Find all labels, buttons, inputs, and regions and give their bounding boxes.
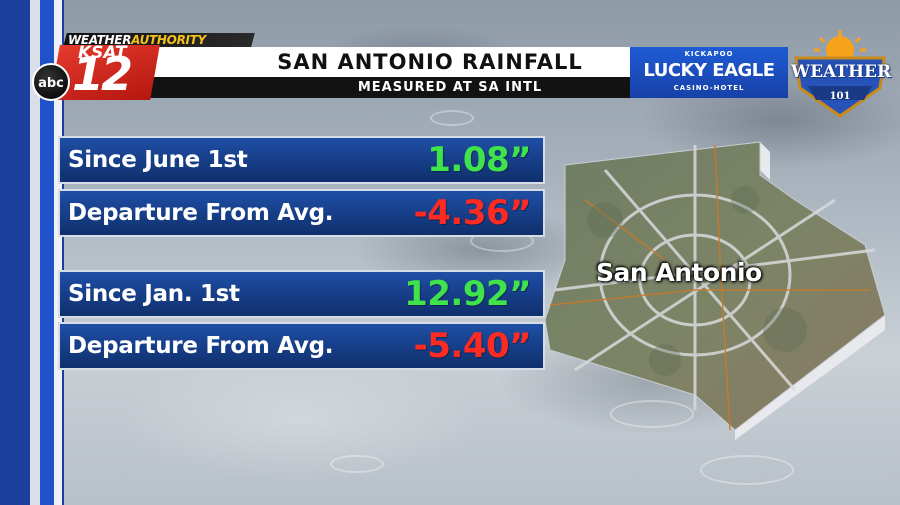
brand-stripe [0, 0, 30, 505]
san-antonio-map [545, 141, 886, 440]
brand-stripe [54, 0, 62, 505]
page-title: SAN ANTONIO RAINFALL [277, 50, 583, 74]
sponsor-logo: KICKAPOO LUCKY EAGLE CASINO-HOTEL [630, 47, 788, 98]
rainfall-row-value: -4.36” [413, 193, 532, 233]
header-title-bar [145, 47, 630, 77]
ksat-wordmark: KSAT [78, 43, 127, 63]
map-texture [587, 186, 807, 376]
rainfall-row: Departure From Avg. -5.40” [58, 322, 545, 370]
sponsor-top-text: KICKAPOO [684, 50, 734, 58]
rainfall-row-value: 1.08” [427, 140, 531, 180]
abc-logo: abc [32, 63, 70, 101]
rain-drop [430, 110, 474, 126]
brand-stripe [62, 0, 64, 505]
header-subtitle-bar [145, 77, 630, 98]
rainfall-row-label: Since June 1st [68, 147, 248, 173]
brand-stripe [30, 0, 40, 505]
map-terrain [545, 141, 886, 431]
rainfall-row-value: -5.40” [413, 326, 532, 366]
rain-drop [330, 455, 384, 473]
weather-authority-suffix: AUTHORITY [131, 33, 206, 47]
rain-drop [700, 455, 794, 485]
channel-number: 12 [72, 47, 133, 101]
rainfall-row-label: Departure From Avg. [68, 333, 334, 359]
rainfall-row-label: Since Jan. 1st [68, 281, 240, 307]
weather-101-title: WEATHER [791, 62, 892, 82]
highway-lines [554, 145, 876, 410]
map-city-label: San Antonio [596, 258, 762, 287]
sponsor-subtext: CASINO-HOTEL [673, 84, 745, 92]
weather-101-number: 101 [829, 91, 851, 102]
weather-101-badge [794, 30, 886, 118]
rainfall-row-value: 12.92” [404, 274, 531, 314]
weather-authority-text: WEATHERAUTHORITY [68, 32, 206, 48]
rainfall-row-label: Departure From Avg. [68, 200, 334, 226]
page-subtitle: MEASURED AT SA INTL [357, 80, 543, 95]
weather-authority-prefix: WEATHER [68, 33, 132, 47]
sponsor-name: LUCKY EAGLE [643, 60, 775, 81]
brand-stripe [40, 0, 54, 505]
rain-drop [610, 400, 694, 428]
rainfall-row: Since Jan. 1st 12.92” [58, 270, 545, 318]
rainfall-row: Departure From Avg. -4.36” [58, 189, 545, 237]
road-lines [549, 144, 870, 431]
rainfall-row: Since June 1st 1.08” [58, 136, 545, 184]
